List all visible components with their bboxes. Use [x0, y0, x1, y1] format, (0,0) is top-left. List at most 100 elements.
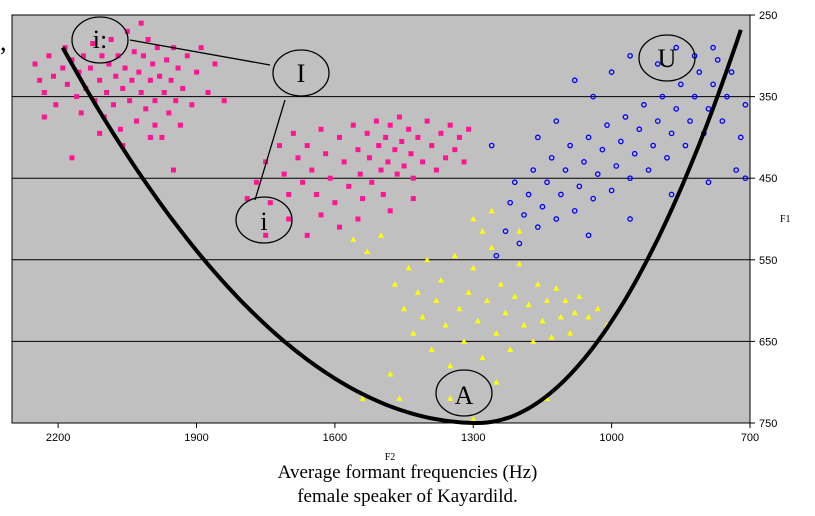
data-point	[263, 159, 269, 165]
data-point	[198, 45, 204, 51]
data-point	[571, 77, 578, 84]
y-tick-label: 250	[759, 10, 777, 22]
data-point	[479, 354, 486, 361]
data-point	[366, 155, 372, 161]
data-point	[456, 305, 463, 312]
data-point	[152, 98, 158, 104]
data-point	[136, 69, 142, 75]
vowel-i-ellipse	[235, 196, 293, 244]
x-tick-label: 700	[741, 432, 759, 444]
data-point	[461, 159, 467, 165]
data-point	[627, 52, 633, 59]
data-point	[429, 143, 435, 149]
data-point	[447, 395, 454, 401]
data-point	[64, 81, 70, 87]
x-axis-ticks: 2200 1900 1600 1300 1000 700	[46, 423, 759, 444]
data-point	[300, 179, 306, 185]
data-point	[437, 277, 444, 283]
data-point	[613, 163, 620, 169]
y-tick-label: 550	[759, 255, 777, 267]
data-point	[474, 317, 481, 324]
data-point	[650, 142, 656, 149]
caption-line-2: female speaker of Kayardild.	[297, 486, 518, 507]
vowel-ii-label: i:	[93, 25, 107, 54]
data-point	[553, 216, 560, 222]
data-point	[452, 147, 458, 153]
data-point	[364, 130, 370, 136]
data-point	[636, 126, 643, 133]
data-point	[385, 159, 391, 165]
data-point	[253, 179, 259, 185]
data-point	[470, 415, 477, 422]
data-point	[286, 216, 292, 222]
data-point	[442, 321, 449, 328]
data-point	[373, 118, 379, 124]
data-point	[567, 142, 573, 149]
data-point	[166, 110, 172, 116]
data-point	[387, 122, 393, 128]
data-point	[567, 330, 574, 336]
data-point	[80, 53, 86, 59]
data-point	[677, 81, 684, 88]
data-point	[323, 151, 329, 157]
data-point	[484, 297, 491, 303]
data-point	[516, 240, 523, 247]
data-point	[69, 155, 75, 161]
data-point	[277, 143, 283, 149]
caption-line-1: Average formant frequencies (Hz)	[277, 462, 538, 483]
data-point	[544, 297, 551, 303]
vowel-U-label: U	[658, 44, 677, 73]
data-point	[97, 130, 103, 136]
data-point	[585, 313, 592, 320]
data-point	[420, 159, 426, 165]
data-point	[571, 207, 578, 214]
data-point	[394, 171, 400, 177]
data-point	[41, 114, 47, 120]
data-point	[150, 61, 156, 67]
data-point	[516, 260, 523, 267]
data-point	[470, 215, 477, 222]
data-point	[447, 362, 454, 369]
data-point	[134, 118, 140, 124]
data-point	[461, 338, 468, 344]
data-point	[387, 370, 394, 377]
data-point	[180, 85, 186, 91]
annotation-line-I-i	[254, 99, 286, 201]
data-point	[290, 130, 296, 136]
data-point	[99, 53, 105, 59]
data-point	[380, 192, 386, 198]
data-point	[318, 126, 324, 132]
data-point	[673, 44, 680, 51]
data-point	[714, 57, 721, 63]
data-point	[534, 134, 541, 141]
data-point	[470, 264, 477, 271]
data-point	[401, 305, 408, 312]
data-point	[159, 134, 165, 140]
data-point	[131, 49, 137, 55]
data-point	[341, 159, 347, 165]
data-point	[117, 126, 123, 132]
data-point	[664, 154, 670, 161]
plot-area	[11, 14, 751, 424]
data-point	[108, 36, 114, 42]
data-point	[401, 163, 407, 169]
data-point	[443, 155, 449, 161]
data-point	[539, 203, 546, 210]
data-point	[170, 167, 176, 173]
data-point	[168, 77, 174, 83]
data-point	[145, 36, 151, 42]
data-point	[682, 142, 689, 149]
x-tick-label: 1300	[461, 432, 485, 444]
data-point	[378, 167, 384, 173]
data-point	[608, 69, 615, 75]
data-point	[173, 98, 179, 104]
data-point	[309, 167, 315, 173]
data-point	[534, 281, 541, 287]
data-point	[479, 228, 486, 234]
data-point	[641, 101, 647, 108]
data-point	[488, 207, 495, 214]
data-point	[221, 98, 227, 104]
data-point	[428, 346, 435, 352]
data-point	[46, 53, 52, 59]
data-point	[304, 143, 310, 149]
